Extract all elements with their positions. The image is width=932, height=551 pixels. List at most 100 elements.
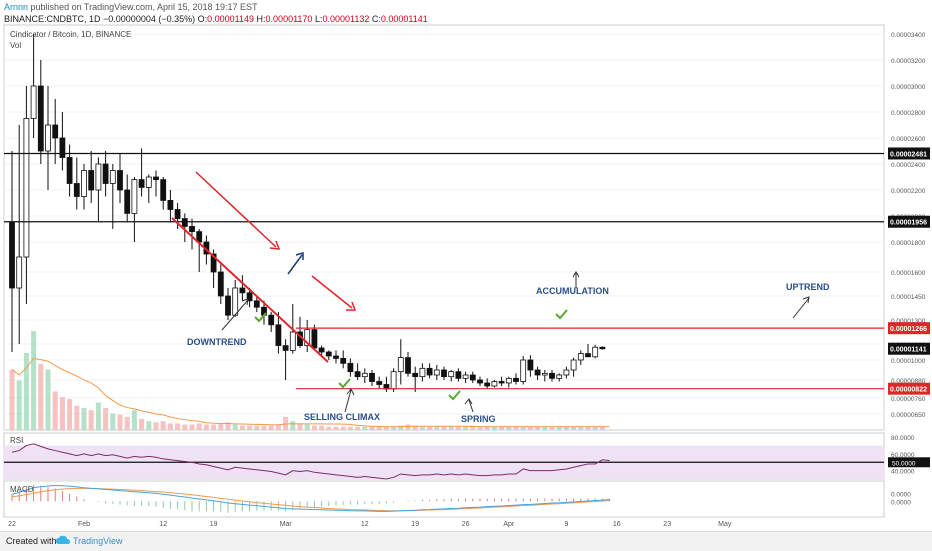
price-label-text: 0.00000822: [890, 387, 927, 394]
price-tick-label: 0.00001300: [891, 318, 926, 325]
volume-bar: [218, 423, 224, 430]
volume-bar: [513, 426, 519, 430]
candle-body: [462, 374, 469, 379]
volume-bar: [391, 426, 397, 430]
time-tick-label: 23: [663, 521, 671, 528]
candle-body: [484, 382, 491, 387]
time-tick-label: 9: [564, 521, 568, 528]
price-tick-label: 0.00003000: [891, 84, 926, 91]
time-tick-label: 12: [361, 521, 369, 528]
candle-body: [361, 372, 368, 378]
red-arrow-2-head: [346, 301, 357, 311]
candle-body: [59, 137, 66, 158]
candle-body: [570, 359, 577, 371]
price-tick-label: 0.00001800: [891, 240, 926, 247]
volume-bar: [139, 419, 145, 430]
candle-body: [441, 369, 447, 378]
candle-body: [117, 170, 123, 191]
low-value: 0.00001132: [322, 14, 370, 24]
rsi-label: RSI: [10, 436, 23, 445]
candle-body: [88, 170, 95, 191]
volume-bar: [167, 423, 173, 430]
price-pane[interactable]: [3, 24, 885, 431]
uptrend-pointer-head: [802, 296, 810, 304]
volume-bar: [362, 426, 368, 430]
time-tick-label: May: [718, 521, 732, 528]
volume-bar: [103, 408, 109, 430]
footer-bar: Created with TradingView: [0, 531, 932, 551]
volume-bar: [463, 426, 469, 430]
volume-bar: [254, 425, 260, 430]
publish-line: Arnnn published on TradingView.com, Apri…: [4, 2, 258, 12]
open-value: 0.00001149: [207, 14, 255, 24]
author-name[interactable]: Arnnn: [4, 2, 29, 12]
volume-bar: [175, 423, 181, 430]
downtrend-pointer-head: [241, 298, 249, 306]
candle-body: [390, 371, 397, 390]
candle-body: [66, 157, 73, 184]
volume-bar: [81, 408, 87, 430]
volume-bar: [247, 425, 253, 430]
price-label-box: [888, 147, 930, 160]
candle-body: [599, 346, 606, 350]
volume-bar: [455, 426, 461, 430]
candle-body: [73, 183, 80, 197]
volume-bar: [304, 424, 310, 430]
price-label-text: 0.00001266: [890, 326, 927, 333]
price-tick-label: 0.00000650: [891, 412, 926, 419]
macd-indicator: 0.00000.0000: [11, 484, 911, 513]
price-tick-label: 0.00002600: [891, 136, 926, 143]
price-tick-label: 0.00002400: [891, 162, 926, 169]
candle-body: [174, 209, 181, 220]
time-tick-label: 16: [613, 521, 621, 528]
price-label-box: [888, 215, 930, 228]
cloud-icon: [56, 535, 70, 545]
price-tick-label: 0.00001600: [891, 270, 926, 277]
volume-bar: [182, 424, 188, 430]
volume-bar: [239, 425, 245, 430]
macd-label: MACD: [10, 485, 34, 494]
candle-body: [412, 372, 419, 378]
close-value: 0.00001141: [380, 14, 428, 24]
chart-canvas[interactable]: 0.00003400 0.00003200 0.00003000 0.00002800…: [0, 0, 932, 532]
candle-body: [311, 329, 318, 349]
tradingview-brand[interactable]: TradingView: [73, 536, 123, 546]
blue-arrow-head: [295, 252, 304, 260]
volume-bar: [232, 424, 238, 430]
candle-body: [563, 369, 570, 376]
volume-bar: [225, 422, 231, 430]
volume-bar: [261, 425, 267, 430]
time-tick-label: Feb: [78, 521, 90, 528]
climax-pointer-head: [346, 388, 355, 396]
candle-body: [577, 353, 584, 361]
candle-body: [275, 324, 282, 346]
volume-bar: [556, 426, 562, 430]
volume-bar: [535, 426, 541, 430]
rsi-tick-label: 60.0000: [891, 452, 915, 459]
candle-body: [124, 189, 131, 214]
macd-tick-label: 0.0000: [891, 491, 911, 498]
macd-pane[interactable]: [3, 480, 885, 518]
candle-body: [30, 85, 37, 119]
candle-body: [145, 176, 152, 188]
macd-line: [11, 484, 610, 512]
volume-bar: [88, 410, 94, 430]
volume-bars: [9, 331, 610, 430]
candle-body: [376, 381, 383, 385]
published-text: published on TradingView.com, April 15, …: [30, 2, 258, 12]
volume-bar: [297, 423, 303, 430]
candle-body: [239, 287, 246, 294]
spring-label: SPRING: [461, 414, 496, 424]
candle-body: [37, 85, 44, 152]
macd-tick-label: 0.0000: [891, 499, 911, 506]
volume-bar: [441, 426, 447, 430]
volume-bar: [599, 426, 605, 430]
volume-bar: [376, 426, 382, 430]
time-tick-label: Apr: [503, 521, 515, 528]
candle-body: [45, 124, 51, 152]
chart-title: Cindicator / Bitcoin, 1D, BINANCE: [10, 30, 131, 39]
candle-body: [138, 179, 145, 188]
volume-bar: [45, 369, 51, 430]
volume-bar: [23, 353, 29, 430]
volume-bar: [412, 425, 418, 430]
